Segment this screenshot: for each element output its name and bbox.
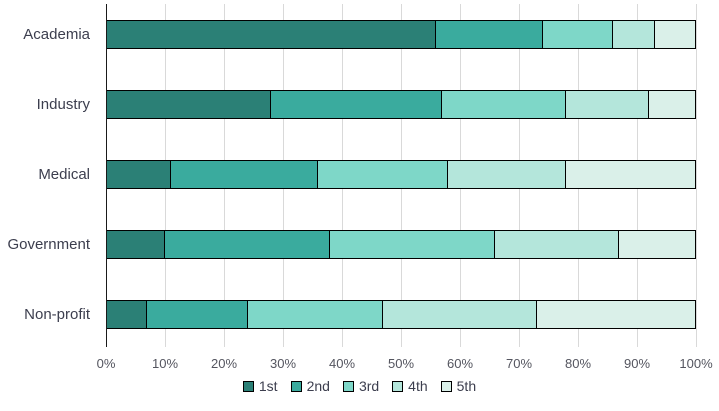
x-tick-label: 100% [679,356,713,371]
legend-item[interactable]: 3rd [342,378,380,394]
bar-segment[interactable] [106,160,171,189]
bar-segment[interactable] [271,90,443,119]
bar-segment[interactable] [654,20,696,49]
bar-segment[interactable] [147,300,248,329]
legend-label: 5th [456,378,477,394]
x-tick-label: 40% [328,356,356,371]
y-axis-line [106,4,107,347]
legend-label: 3rd [358,378,380,394]
bar-segment[interactable] [383,300,537,329]
x-tick-label: 20% [210,356,238,371]
bar-row [106,300,696,329]
x-tick-label: 60% [446,356,474,371]
bar-segment[interactable] [170,160,319,189]
bar-row [106,90,696,119]
x-axis-tick-labels: 0% 10% 20% 30% 40% 50% 60% 70% 80% 90% 100% [97,356,713,372]
bar-segment[interactable] [106,230,165,259]
plot-area [106,4,697,347]
x-tick-label: 50% [387,356,415,371]
bar-segment[interactable] [436,20,543,49]
gridline [696,4,697,347]
x-tick-label: 90% [623,356,651,371]
bar-segment[interactable] [448,160,567,189]
bar-segment[interactable] [442,90,567,119]
legend-swatch [290,380,302,392]
legend-label: 4th [408,378,428,394]
bar-segment[interactable] [613,20,655,49]
legend-label: 2nd [306,378,330,394]
legend-swatch [242,380,254,392]
legend-item[interactable]: 2nd [290,378,330,394]
legend-swatch [342,380,354,392]
bar-segment[interactable] [106,90,272,119]
bar-segment[interactable] [536,300,696,329]
bar-segment[interactable] [330,230,496,259]
category-label: Non-profit [24,305,90,323]
x-tick-label: 80% [564,356,592,371]
bar-segment[interactable] [495,230,620,259]
x-tick-label: 70% [505,356,533,371]
legend-label: 1st [258,378,278,394]
category-label: Industry [36,95,90,113]
y-axis-category-labels: Academia Industry Medical Government Non-pro… [0,4,98,347]
legend-swatch [440,380,452,392]
legend-item[interactable]: 4th [392,378,428,394]
bar-segment[interactable] [165,230,331,259]
bar-segment[interactable] [566,90,649,119]
category-label: Medical [38,165,90,183]
bar-segment[interactable] [566,160,696,189]
bar-segment[interactable] [106,300,148,329]
legend: 1st 2nd 3rd 4th 5th [0,378,719,394]
x-tick-label: 10% [151,356,179,371]
x-tick-label: 30% [269,356,297,371]
x-tick-label: 0% [96,356,116,371]
bar-segment[interactable] [542,20,614,49]
bar-row [106,230,696,259]
bar-segment[interactable] [106,20,437,49]
category-label: Academia [23,25,90,43]
bar-row [106,160,696,189]
legend-swatch [392,380,404,392]
bar-row [106,20,696,49]
bar-segment[interactable] [648,90,696,119]
bar-segment[interactable] [318,160,449,189]
bar-segment[interactable] [247,300,384,329]
bar-segment[interactable] [619,230,696,259]
legend-item[interactable]: 1st [242,378,278,394]
category-label: Government [7,235,90,253]
legend-item[interactable]: 5th [440,378,477,394]
